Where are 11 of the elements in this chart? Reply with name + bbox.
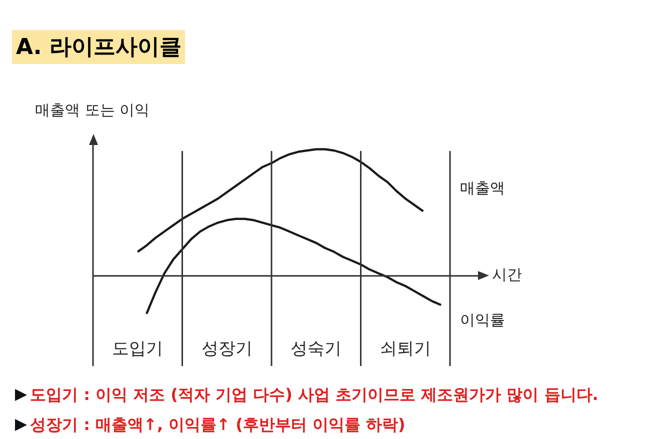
x-tick-label: 도입기 [112, 339, 164, 360]
x-tick-label: 성장기 [201, 339, 252, 360]
series-label: 이익률 [460, 310, 505, 329]
chart-title: A. 라이프사이클 [12, 30, 186, 64]
x-axis-title: 시간 [492, 266, 522, 284]
text: 성장기 : 매출액↑, 이익률↑ (후반부터 이익률 하락) [30, 414, 406, 436]
x-tick-label: 쇠퇴기 [380, 339, 431, 360]
x-tick-label: 성숙기 [290, 339, 342, 360]
text: 매출액 [460, 179, 505, 198]
y-axis-title: 매출액 또는 이익 [35, 100, 150, 119]
text: 도입기 : 이익 저조 (적자 기업 다수) 사업 초기이므로 제조원가가 많이 듭니다. [30, 384, 598, 406]
